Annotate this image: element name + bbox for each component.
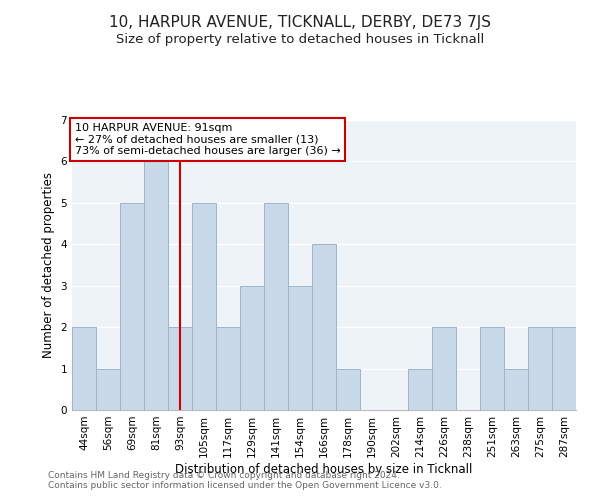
- Bar: [336, 368, 360, 410]
- X-axis label: Distribution of detached houses by size in Ticknall: Distribution of detached houses by size …: [175, 462, 473, 475]
- Bar: [96, 368, 120, 410]
- Y-axis label: Number of detached properties: Number of detached properties: [42, 172, 55, 358]
- Text: Contains public sector information licensed under the Open Government Licence v3: Contains public sector information licen…: [48, 481, 442, 490]
- Bar: [72, 327, 96, 410]
- Bar: [192, 203, 216, 410]
- Bar: [432, 327, 456, 410]
- Bar: [480, 327, 504, 410]
- Bar: [168, 327, 192, 410]
- Bar: [552, 327, 576, 410]
- Bar: [504, 368, 528, 410]
- Bar: [408, 368, 432, 410]
- Bar: [264, 203, 288, 410]
- Bar: [144, 162, 168, 410]
- Text: 10 HARPUR AVENUE: 91sqm
← 27% of detached houses are smaller (13)
73% of semi-de: 10 HARPUR AVENUE: 91sqm ← 27% of detache…: [74, 123, 340, 156]
- Bar: [312, 244, 336, 410]
- Text: 10, HARPUR AVENUE, TICKNALL, DERBY, DE73 7JS: 10, HARPUR AVENUE, TICKNALL, DERBY, DE73…: [109, 15, 491, 30]
- Bar: [528, 327, 552, 410]
- Text: Contains HM Land Registry data © Crown copyright and database right 2024.: Contains HM Land Registry data © Crown c…: [48, 471, 400, 480]
- Bar: [288, 286, 312, 410]
- Bar: [240, 286, 264, 410]
- Bar: [216, 327, 240, 410]
- Text: Size of property relative to detached houses in Ticknall: Size of property relative to detached ho…: [116, 32, 484, 46]
- Bar: [120, 203, 144, 410]
